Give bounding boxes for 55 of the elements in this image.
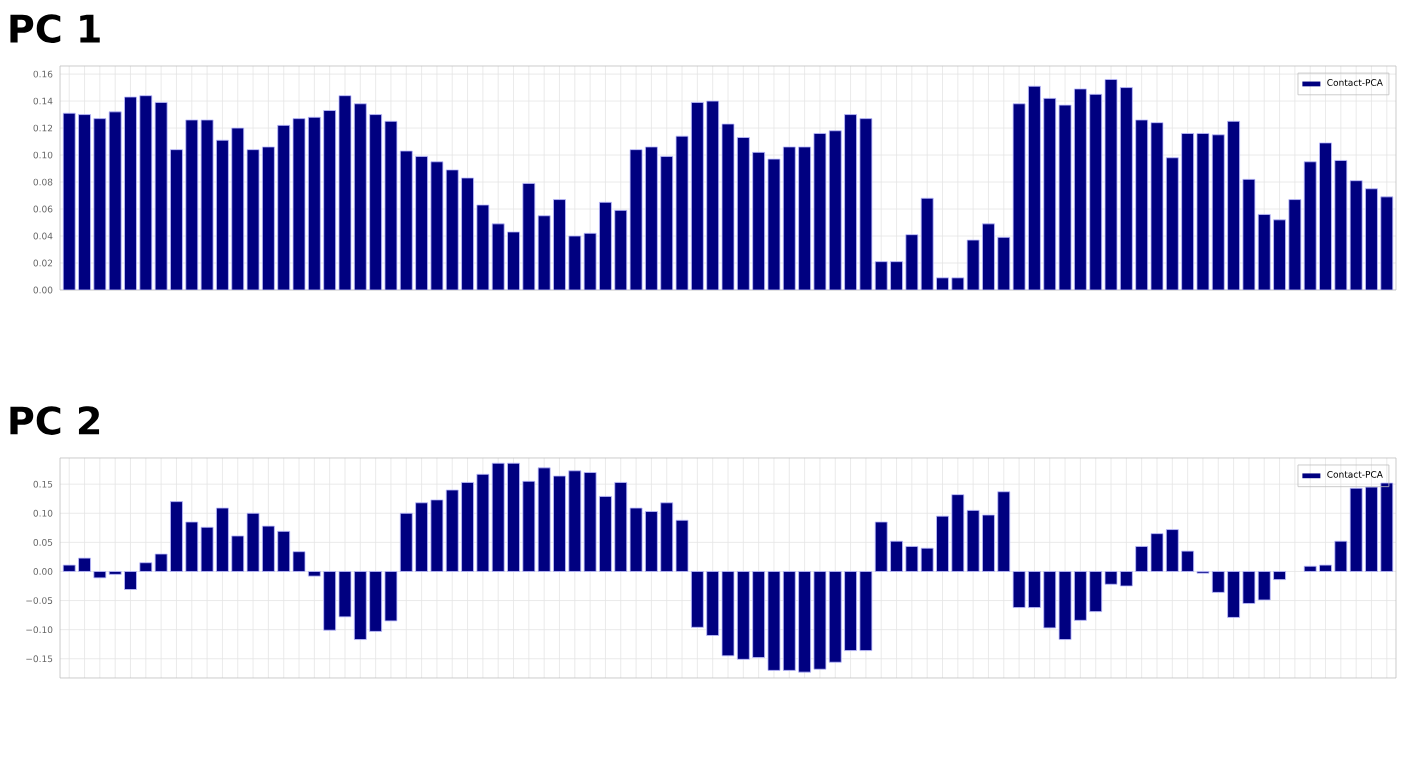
chart-title: PC 2 <box>10 406 100 435</box>
bar <box>736 137 750 290</box>
bar <box>1073 88 1087 290</box>
bar <box>461 177 474 290</box>
bar <box>1365 188 1378 290</box>
bar <box>108 111 122 290</box>
bar <box>599 201 612 290</box>
bar <box>1165 157 1179 290</box>
bar <box>1211 134 1225 290</box>
bar <box>660 155 674 290</box>
chart-title: PC 1 <box>10 14 100 43</box>
bar <box>1227 120 1240 290</box>
bar <box>170 149 183 290</box>
bar <box>1181 133 1195 290</box>
bar <box>1028 85 1041 290</box>
bar <box>1319 142 1332 290</box>
bar <box>369 114 383 290</box>
bar <box>399 150 413 290</box>
bar <box>1303 161 1317 290</box>
bar <box>645 146 658 290</box>
bar <box>307 116 321 290</box>
bar <box>614 209 628 290</box>
bar <box>139 95 153 290</box>
bar <box>261 146 275 290</box>
bar <box>78 114 91 290</box>
bar <box>353 103 367 290</box>
bar <box>537 215 551 290</box>
bar <box>522 182 536 290</box>
bar <box>1380 196 1394 290</box>
bar <box>231 127 245 290</box>
bar <box>1135 119 1149 290</box>
bar <box>445 169 459 290</box>
bar <box>415 155 428 290</box>
bar <box>1089 93 1103 290</box>
bar <box>1334 160 1348 290</box>
bar <box>323 110 337 290</box>
bar <box>216 139 229 290</box>
bar <box>1349 180 1363 290</box>
bar <box>1043 97 1057 290</box>
bar <box>920 197 934 290</box>
bar <box>752 151 766 290</box>
bar <box>1257 214 1271 290</box>
bar <box>553 199 566 290</box>
bar <box>844 114 857 290</box>
bar <box>1273 219 1286 290</box>
bar <box>1119 87 1133 290</box>
bar <box>63 113 76 290</box>
bar <box>828 130 842 290</box>
bar <box>690 102 704 290</box>
bar <box>124 96 137 290</box>
bar <box>798 146 812 290</box>
bar <box>782 146 796 290</box>
bar <box>277 124 291 290</box>
bar <box>706 100 720 290</box>
bar <box>185 119 199 290</box>
